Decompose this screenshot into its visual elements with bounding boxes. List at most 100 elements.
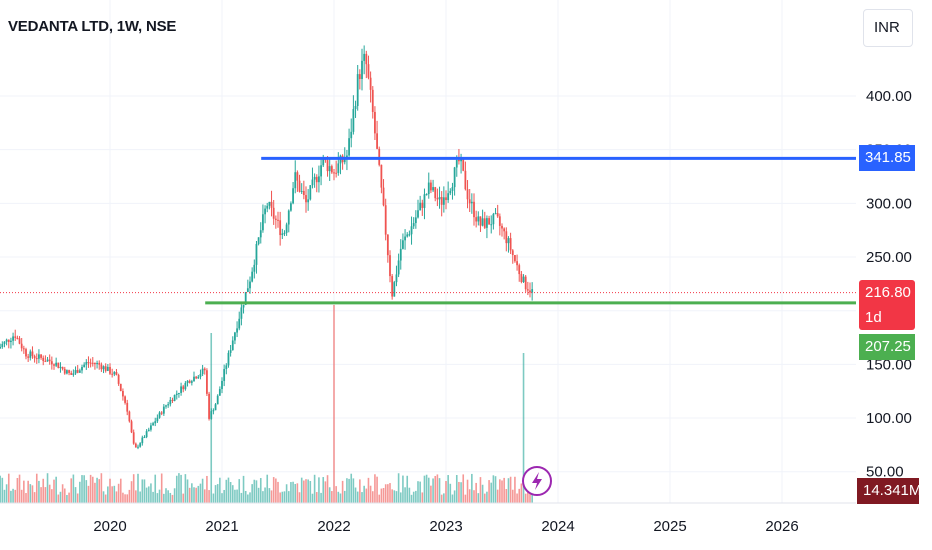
candle-body xyxy=(272,207,275,219)
volume-bar xyxy=(492,475,495,503)
candle-body xyxy=(264,208,266,215)
candle-body xyxy=(389,255,391,277)
volume-bar xyxy=(238,479,241,503)
candle-body xyxy=(369,77,372,90)
volume-bar xyxy=(473,490,475,503)
volume-bar xyxy=(425,474,428,503)
volume-bar xyxy=(511,489,514,503)
candle-body xyxy=(104,366,107,371)
candle-body xyxy=(218,389,221,396)
volume-bar xyxy=(290,482,292,503)
volume-bar xyxy=(223,489,225,503)
volume-bar xyxy=(322,477,325,503)
candle-body xyxy=(434,187,437,199)
volume-bar xyxy=(107,486,109,503)
candle-body xyxy=(109,366,111,374)
volume-bar xyxy=(66,494,68,503)
candle-body xyxy=(438,197,441,200)
volume-bar xyxy=(16,477,19,503)
candle-body xyxy=(25,349,27,357)
volume-bar xyxy=(178,473,180,503)
volume-bar xyxy=(520,483,523,503)
volume-bar xyxy=(55,476,57,503)
volume-bar xyxy=(135,490,137,503)
candle-body xyxy=(128,411,131,422)
volume-bar xyxy=(518,488,521,503)
candle-body xyxy=(414,217,417,224)
volume-bar xyxy=(40,487,42,503)
volume-bar xyxy=(83,475,85,503)
candle-body xyxy=(225,365,228,370)
candle-body xyxy=(106,366,109,371)
volume-bar xyxy=(76,493,79,503)
candle-body xyxy=(16,337,19,339)
candle-body xyxy=(292,188,294,204)
candles xyxy=(0,45,534,450)
candle-body xyxy=(76,369,79,373)
candle-body xyxy=(78,370,81,373)
volume-bar xyxy=(496,489,499,503)
volume-bar xyxy=(298,492,301,503)
volume-bar xyxy=(214,485,217,503)
volume-bar xyxy=(412,491,415,503)
volume-bar xyxy=(432,478,434,503)
volume-bar xyxy=(150,483,152,503)
volume-bar xyxy=(488,480,490,503)
candle-body xyxy=(242,304,245,308)
candle-body xyxy=(98,362,101,365)
candle-body xyxy=(57,362,60,368)
candle-body xyxy=(5,339,8,342)
volume-bar xyxy=(440,494,443,503)
volume-bar xyxy=(158,489,161,503)
candle-body xyxy=(501,225,503,229)
volume-bar xyxy=(438,478,441,503)
candle-body xyxy=(81,366,83,371)
volume-bar xyxy=(275,478,277,503)
candle-body xyxy=(167,404,170,406)
volume-bar xyxy=(531,489,533,503)
candle-body xyxy=(171,399,174,401)
volume-bar xyxy=(225,479,228,503)
volume-bar xyxy=(100,473,103,503)
candle-body xyxy=(397,260,400,275)
candle-body xyxy=(122,391,124,397)
candle-body xyxy=(180,386,182,393)
candle-body xyxy=(274,218,277,220)
lightning-icon[interactable] xyxy=(522,466,552,496)
currency-button[interactable]: INR xyxy=(863,9,913,47)
volume-bars xyxy=(0,305,533,503)
volume-bar xyxy=(501,480,503,503)
volume-bar xyxy=(277,481,279,503)
volume-bar xyxy=(391,489,393,503)
candle-body xyxy=(283,232,286,234)
volume-bar xyxy=(346,478,348,503)
candle-body xyxy=(376,133,378,149)
volume-bar xyxy=(12,488,14,503)
volume-bar xyxy=(453,490,456,503)
volume-bar xyxy=(397,473,400,503)
candle-body xyxy=(156,417,159,422)
volume-bar xyxy=(354,487,357,503)
volume-bar xyxy=(180,474,182,503)
symbol-title[interactable]: VEDANTA LTD, 1W, NSE xyxy=(8,18,177,35)
volume-bar xyxy=(514,476,516,503)
volume-bar xyxy=(348,478,350,503)
volume-bar xyxy=(234,489,236,503)
candle-body xyxy=(442,197,445,205)
candle-body xyxy=(356,74,359,106)
candle-body xyxy=(393,282,396,297)
volume-bar xyxy=(324,481,327,503)
candle-body xyxy=(190,381,193,383)
candle-body xyxy=(333,172,335,174)
candle-body xyxy=(365,53,368,65)
candle-body xyxy=(91,362,94,364)
volume-bar xyxy=(23,480,25,503)
volume-bar xyxy=(417,481,419,503)
candle-body xyxy=(311,179,314,186)
candle-body xyxy=(423,194,426,208)
price-tick-label: 50.00 xyxy=(866,464,904,481)
candle-body xyxy=(494,213,497,215)
volume-bar xyxy=(264,487,266,503)
volume-bar xyxy=(199,483,202,503)
